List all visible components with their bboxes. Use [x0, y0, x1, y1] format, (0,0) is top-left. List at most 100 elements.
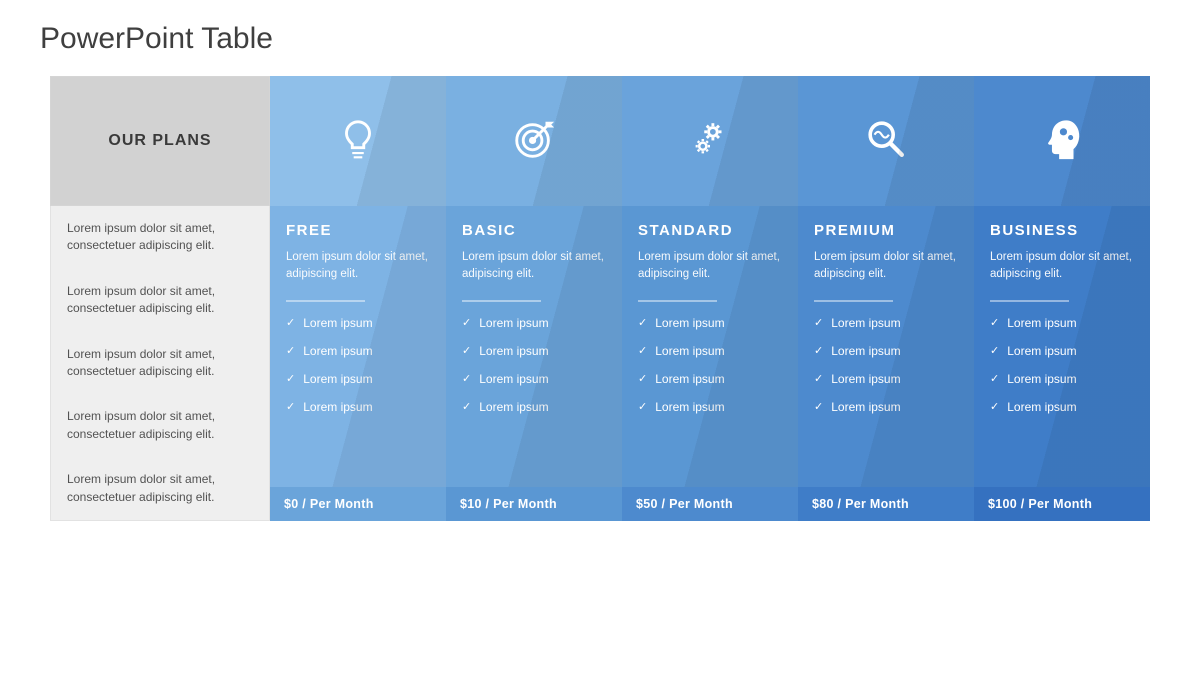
plan-desc: Lorem ipsum dolor sit amet, adipiscing e…	[990, 249, 1134, 284]
feature-item: ✓ Lorem ipsum	[462, 372, 606, 386]
feature-list: ✓ Lorem ipsum ✓ Lorem ipsum ✓ Lorem ipsum ✓…	[286, 316, 430, 414]
feature-item: ✓ Lorem ipsum	[286, 400, 430, 414]
price-bar: $50 / Per Month	[622, 487, 798, 521]
feature-text: Lorem ipsum	[1007, 344, 1076, 358]
plan-desc: Lorem ipsum dolor sit amet, adipiscing e…	[286, 249, 430, 284]
plan-body: FREE Lorem ipsum dolor sit amet, adipisc…	[270, 206, 446, 487]
sidebar-header: OUR PLANS	[50, 76, 270, 206]
gears-icon	[687, 116, 733, 167]
plan-name: PREMIUM	[814, 222, 958, 239]
price-bar: $80 / Per Month	[798, 487, 974, 521]
divider	[814, 300, 893, 302]
sidebar-body: Lorem ipsum dolor sit amet, consectetuer…	[50, 206, 270, 521]
sidebar-item: Lorem ipsum dolor sit amet, consectetuer…	[51, 206, 269, 269]
feature-text: Lorem ipsum	[655, 400, 724, 414]
feature-text: Lorem ipsum	[655, 316, 724, 330]
sidebar-item: Lorem ipsum dolor sit amet, consectetuer…	[51, 332, 269, 395]
plan-business: BUSINESS Lorem ipsum dolor sit amet, adi…	[974, 76, 1150, 521]
feature-item: ✓ Lorem ipsum	[638, 400, 782, 414]
check-icon: ✓	[814, 372, 823, 385]
check-icon: ✓	[286, 316, 295, 329]
plan-header	[798, 76, 974, 206]
divider	[462, 300, 541, 302]
sidebar-item: Lorem ipsum dolor sit amet, consectetuer…	[51, 394, 269, 457]
feature-list: ✓Lorem ipsum ✓Lorem ipsum ✓Lorem ipsum ✓…	[814, 316, 958, 414]
sidebar-header-label: OUR PLANS	[108, 132, 211, 150]
sidebar-item: Lorem ipsum dolor sit amet, consectetuer…	[51, 269, 269, 332]
check-icon: ✓	[638, 344, 647, 357]
check-icon: ✓	[990, 316, 999, 329]
feature-text: Lorem ipsum	[1007, 372, 1076, 386]
check-icon: ✓	[990, 372, 999, 385]
plan-desc: Lorem ipsum dolor sit amet, adipiscing e…	[814, 249, 958, 284]
plan-body: BUSINESS Lorem ipsum dolor sit amet, adi…	[974, 206, 1150, 487]
target-icon	[511, 116, 557, 167]
check-icon: ✓	[286, 400, 295, 413]
plan-header	[446, 76, 622, 206]
feature-item: ✓ Lorem ipsum	[990, 344, 1134, 358]
price-bar: $10 / Per Month	[446, 487, 622, 521]
feature-item: ✓Lorem ipsum	[462, 316, 606, 330]
plan-name: STANDARD	[638, 222, 782, 239]
price-bar: $0 / Per Month	[270, 487, 446, 521]
plan-body: STANDARD Lorem ipsum dolor sit amet, adi…	[622, 206, 798, 487]
feature-item: ✓ Lorem ipsum	[462, 400, 606, 414]
feature-text: Lorem ipsum	[479, 400, 548, 414]
feature-item: ✓Lorem ipsum	[286, 372, 430, 386]
divider	[990, 300, 1069, 302]
feature-item: ✓ Lorem ipsum	[990, 372, 1134, 386]
check-icon: ✓	[462, 316, 471, 329]
check-icon: ✓	[462, 344, 471, 357]
check-icon: ✓	[638, 316, 647, 329]
feature-item: ✓Lorem ipsum	[814, 372, 958, 386]
feature-item: ✓ Lorem ipsum	[814, 400, 958, 414]
check-icon: ✓	[638, 372, 647, 385]
feature-text: Lorem ipsum	[303, 400, 372, 414]
feature-text: Lorem ipsum	[831, 316, 900, 330]
plan-standard: STANDARD Lorem ipsum dolor sit amet, adi…	[622, 76, 798, 521]
check-icon: ✓	[990, 400, 999, 413]
divider	[286, 300, 365, 302]
pricing-table: OUR PLANS Lorem ipsum dolor sit amet, co…	[50, 76, 1150, 521]
sidebar-item: Lorem ipsum dolor sit amet, consectetuer…	[51, 457, 269, 520]
plan-header	[622, 76, 798, 206]
check-icon: ✓	[286, 344, 295, 357]
feature-text: Lorem ipsum	[303, 316, 372, 330]
feature-text: Lorem ipsum	[479, 372, 548, 386]
feature-list: ✓Lorem ipsum ✓Lorem ipsum ✓Lorem ipsum ✓…	[462, 316, 606, 414]
feature-text: Lorem ipsum	[1007, 400, 1076, 414]
plan-body: BASIC Lorem ipsum dolor sit amet, adipis…	[446, 206, 622, 487]
check-icon: ✓	[638, 400, 647, 413]
check-icon: ✓	[286, 372, 295, 385]
plan-body: PREMIUM Lorem ipsum dolor sit amet, adip…	[798, 206, 974, 487]
slide: PowerPoint Table OUR PLANS Lorem ipsum d…	[0, 0, 1200, 675]
price-bar: $100 / Per Month	[974, 487, 1150, 521]
feature-item: ✓Lorem ipsum	[462, 344, 606, 358]
feature-item: ✓ Lorem ipsum	[814, 316, 958, 330]
plan-premium: PREMIUM Lorem ipsum dolor sit amet, adip…	[798, 76, 974, 521]
check-icon: ✓	[462, 372, 471, 385]
feature-list: ✓ Lorem ipsum ✓ Lorem ipsum ✓ Lorem ipsum ✓…	[638, 316, 782, 414]
check-icon: ✓	[814, 400, 823, 413]
divider	[638, 300, 717, 302]
plan-header	[270, 76, 446, 206]
feature-item: ✓ Lorem ipsum	[638, 316, 782, 330]
feature-item: ✓Lorem ipsum	[990, 316, 1134, 330]
feature-list: ✓ Lorem ipsum ✓ Lorem ipsum ✓ Lorem ipsum ✓…	[990, 316, 1134, 414]
feature-text: Lorem ipsum	[831, 400, 900, 414]
check-icon: ✓	[814, 316, 823, 329]
plan-basic: BASIC Lorem ipsum dolor sit amet, adipis…	[446, 76, 622, 521]
bulb-icon	[335, 116, 381, 167]
plan-name: BASIC	[462, 222, 606, 239]
feature-text: Lorem ipsum	[655, 372, 724, 386]
feature-item: ✓ Lorem ipsum	[286, 316, 430, 330]
feature-item: ✓ Lorem ipsum	[990, 400, 1134, 414]
feature-text: Lorem ipsum	[303, 344, 372, 358]
plan-desc: Lorem ipsum dolor sit amet, adipiscing e…	[638, 249, 782, 284]
feature-item: ✓ Lorem ipsum	[286, 344, 430, 358]
plan-header	[974, 76, 1150, 206]
feature-item: ✓ Lorem ipsum	[638, 372, 782, 386]
plan-desc: Lorem ipsum dolor sit amet, adipiscing e…	[462, 249, 606, 284]
check-icon: ✓	[990, 344, 999, 357]
check-icon: ✓	[462, 400, 471, 413]
